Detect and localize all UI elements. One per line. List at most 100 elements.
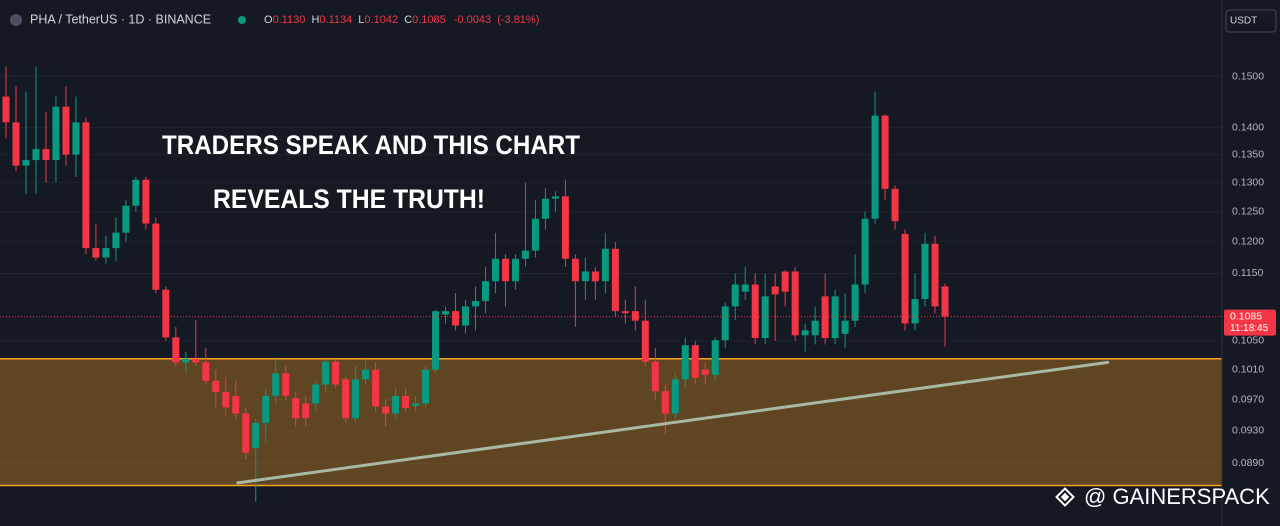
candle-body [481,281,489,302]
candle-body [871,115,879,219]
candle-body [342,379,350,419]
annotation: REVEALS THE TRUTH! [213,184,485,214]
candle-body [621,311,629,314]
candle-body [831,296,839,339]
change: -0.0043 [454,14,491,26]
y-tick-label: 0.0890 [1232,457,1264,469]
candle-body [42,149,50,161]
candle-body [332,361,340,385]
y-tick-label: 0.1150 [1232,267,1263,279]
candle-body [352,379,360,419]
candle-body [472,301,479,307]
candle-body [801,330,809,336]
candle-body [222,392,230,408]
candle-body [821,296,829,339]
candle-body [142,179,150,224]
candle-body [641,320,649,362]
candle-body [491,258,499,282]
candle-body [941,286,949,317]
watermark-icon [1055,487,1075,507]
candle-body [242,413,250,453]
y-tick-label: 0.1010 [1232,363,1264,375]
candle-body [591,271,599,282]
candle-body [791,271,799,336]
candle-body [571,258,579,282]
candle-body [212,380,220,393]
candle-body [911,299,919,324]
annotation: TRADERS SPEAK AND THIS CHART [162,130,580,160]
candle-body [671,379,679,414]
candle-body [531,218,539,251]
y-tick-label: 0.1300 [1232,176,1264,188]
candle-body [92,248,100,258]
candle-body [661,391,669,414]
candle-body [521,250,529,259]
legend-value: 0.1042 [364,14,398,26]
currency-button[interactable] [1225,9,1277,33]
y-tick-label: 0.0970 [1232,393,1264,405]
symbol: PHA / TetherUS · 1D · BINANCE [30,12,211,26]
candle-body [691,345,699,378]
candle-body [12,122,20,166]
candle-body [541,198,549,219]
legend-key: O [264,14,273,26]
legend-value: 0.1134 [319,14,352,26]
last-price-box [1224,309,1276,336]
y-tick-label: 0.1500 [1232,70,1264,82]
y-tick-label: 0.1350 [1232,148,1264,160]
y-tick-label: 0.0930 [1232,425,1264,437]
candle-body [392,395,400,414]
candle-body [302,403,310,419]
candle-body [432,311,440,370]
candle-body [741,284,749,292]
candle-body [921,243,929,300]
candle-body [112,232,120,249]
candle-body [382,406,390,414]
candle-body [851,284,859,321]
candles [2,66,949,502]
candle-body [761,296,769,339]
candle-body [781,271,789,292]
candle-body [312,384,320,404]
candle-body [701,369,709,375]
candle-body [681,345,689,380]
candle-body [422,369,430,404]
candle-body [402,395,410,409]
candle-body [132,179,140,206]
y-tick-label: 0.1400 [1232,121,1264,133]
candle-body [861,218,869,285]
status-dot [238,16,246,24]
candle-body [931,243,939,307]
candle-body [122,205,130,233]
last-price-label: 0.1085 [1230,310,1262,322]
candle-body [202,362,210,381]
candle-body [2,96,10,123]
candle-body [162,289,170,338]
candle-body [561,196,569,259]
candle-body [62,106,70,155]
candle-body [372,369,380,407]
currency[interactable]: USDT [1230,16,1257,27]
candle-body [462,306,470,326]
legend-key: C [404,14,412,26]
zone-layer [0,358,1222,487]
y-tick-label: 0.1050 [1232,335,1264,347]
candle-body [711,340,719,375]
legend-key: L [358,14,364,26]
legend-value: 0.1085 [412,14,446,26]
candle-body [82,122,90,249]
candle-body [52,106,60,161]
candle-body [511,258,519,282]
symbol-icon [10,14,22,26]
candle-body [272,373,280,396]
candle-body [881,115,889,189]
overlay-layer [0,316,1222,485]
candle-body [292,398,300,419]
candle-body [751,284,759,339]
candle-body [601,248,609,282]
candle-body [811,320,819,336]
countdown: 11:18:45 [1230,323,1269,334]
change-pct: (-3.81%) [497,14,539,26]
